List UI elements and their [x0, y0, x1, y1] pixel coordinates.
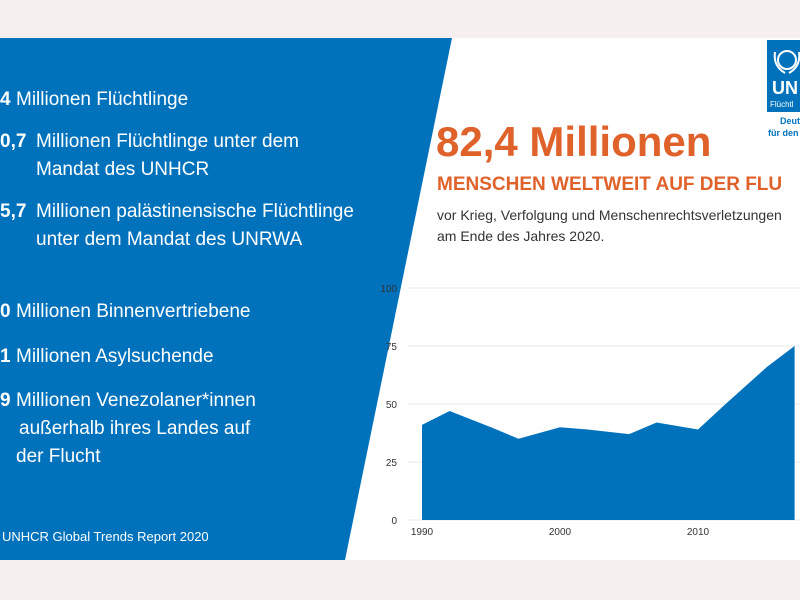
stat-number: 0 — [0, 301, 11, 322]
stat-number: 9 — [0, 390, 11, 411]
area-chart: 0 25 50 75 100 1990 2000 2010 — [380, 284, 800, 538]
blue-panel — [0, 38, 452, 560]
stat-number: 0,7 — [0, 131, 27, 152]
stat-label: Millionen Flüchtlinge — [16, 89, 189, 110]
headline-subtitle: MENSCHEN WELTWEIT AUF DER FLU — [437, 174, 783, 195]
stat-number: 4 — [0, 89, 11, 110]
y-tick-label: 100 — [380, 284, 397, 295]
y-tick-label: 75 — [386, 342, 398, 353]
x-tick-label: 2010 — [687, 527, 710, 538]
logo-text-1: Deuts — [780, 116, 800, 126]
stat-label: Millionen Venezolaner*innen — [16, 390, 256, 411]
stat-label: Mandat des UNHCR — [36, 159, 210, 180]
y-tick-label: 50 — [386, 400, 398, 411]
stat-label: Millionen Asylsuchende — [16, 346, 214, 367]
stat-number: 5,7 — [0, 201, 27, 222]
area-series — [422, 346, 795, 520]
stat-label: unter dem Mandat des UNRWA — [36, 229, 303, 250]
stat-label: Millionen Binnenvertriebene — [16, 301, 251, 322]
stat-label: außerhalb ihres Landes auf — [19, 418, 251, 439]
laurel-icon — [773, 50, 800, 74]
logo-text-2: für den — [768, 128, 799, 138]
infographic-card: 4 Millionen Flüchtlinge 0,7 Millionen Flüch… — [0, 38, 800, 560]
stat-label: Millionen palästinensische Flüchtlinge — [36, 201, 354, 222]
source-note: UNHCR Global Trends Report 2020 — [2, 529, 209, 544]
unhcr-logo: UN Flüchtl — [767, 40, 800, 112]
description-line-2: am Ende des Jahres 2020. — [437, 228, 605, 244]
stat-label: Millionen Flüchtlinge unter dem — [36, 131, 299, 152]
y-tick-label: 0 — [391, 516, 397, 527]
stat-label: der Flucht — [16, 446, 101, 467]
y-tick-label: 25 — [386, 458, 398, 469]
headline-number: 82,4 Millionen — [436, 118, 712, 165]
description-line-1: vor Krieg, Verfolgung und Menschenrechts… — [437, 207, 782, 223]
stat-number: 1 — [0, 346, 11, 367]
x-tick-label: 1990 — [411, 527, 434, 538]
x-tick-label: 2000 — [549, 527, 572, 538]
